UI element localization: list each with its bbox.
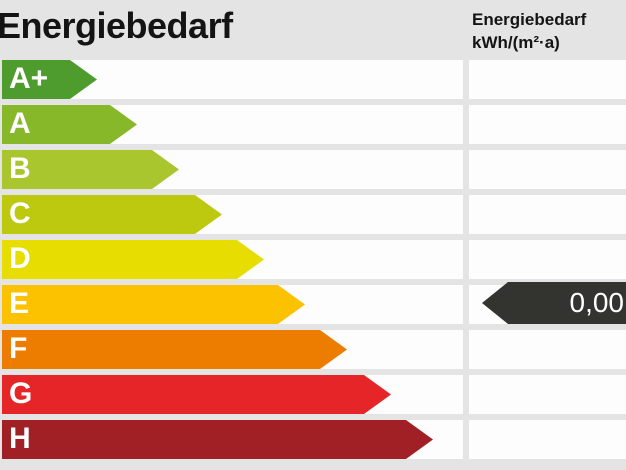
row-value-cell — [469, 330, 626, 369]
row-value-cell — [469, 240, 626, 279]
energy-class-letter: C — [9, 196, 31, 230]
value-marker-arrow: 0,00 — [482, 282, 626, 324]
energy-class-arrow-a: A — [2, 105, 137, 144]
energy-row-d: D — [0, 240, 626, 279]
energy-class-letter: A — [9, 106, 31, 140]
row-value-cell — [469, 60, 626, 99]
energy-row-h: H — [0, 420, 626, 459]
energy-class-arrow-c: C — [2, 195, 222, 234]
energy-class-letter: E — [9, 286, 30, 320]
energy-class-letter: D — [9, 241, 31, 275]
value-marker-value: 0,00 — [569, 287, 625, 318]
row-value-cell — [469, 150, 626, 189]
energy-row-a: A — [0, 105, 626, 144]
energy-class-arrow-h: H — [2, 420, 433, 459]
energy-class-arrow-b: B — [2, 150, 179, 189]
energy-class-letter: A+ — [9, 61, 49, 95]
energy-row-c: C — [0, 195, 626, 234]
energy-class-letter: F — [9, 331, 28, 365]
energy-class-arrow-g: G — [2, 375, 391, 414]
energy-row-b: B — [0, 150, 626, 189]
energy-row-e: E 0,00 — [0, 282, 626, 324]
energy-class-arrow-e: E — [2, 285, 305, 324]
value-column-header-line2: kWh/(m²·a) — [472, 33, 560, 52]
energy-class-arrow-d: D — [2, 240, 264, 279]
energy-class-letter: B — [9, 151, 31, 185]
energy-class-arrow-f: F — [2, 330, 347, 369]
row-value-cell — [469, 195, 626, 234]
energy-row-f: F — [0, 330, 626, 369]
chart-title: Energiebedarf — [0, 5, 233, 46]
row-value-cell — [469, 375, 626, 414]
row-value-cell — [469, 420, 626, 459]
value-column-header: Energiebedarf kWh/(m²·a) — [472, 8, 586, 54]
energy-row-aplus: A+ — [0, 60, 626, 99]
energy-class-letter: G — [9, 376, 33, 410]
energy-row-g: G — [0, 375, 626, 414]
row-value-cell — [469, 105, 626, 144]
energy-class-letter: H — [9, 421, 31, 455]
value-column-header-line1: Energiebedarf — [472, 10, 587, 29]
